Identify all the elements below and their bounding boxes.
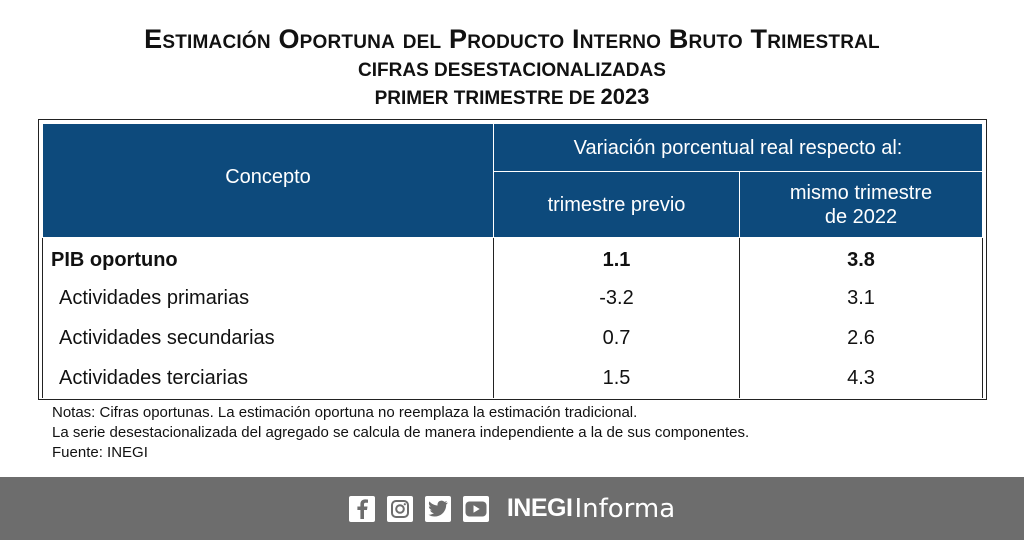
- brand-light: Informa: [574, 493, 676, 524]
- note-line: La serie desestacionalizada del agregado…: [52, 424, 750, 441]
- cell-previous-quarter: 0.7: [493, 317, 740, 358]
- row-label: Actividades terciarias: [42, 357, 494, 398]
- cell-same-quarter: 3.8: [739, 237, 983, 278]
- period-title: PRIMER TRIMESTRE DE 2023: [0, 84, 1024, 112]
- table-row: Actividades primarias -3.2 3.1: [42, 277, 983, 318]
- inegi-informa-logo: INEGI Informa: [507, 494, 675, 524]
- cell-previous-quarter: 1.1: [493, 237, 740, 278]
- row-label: Actividades primarias: [42, 277, 494, 318]
- title-block: Estimación Oportuna del Producto Interno…: [0, 22, 1024, 112]
- table-row: PIB oportuno 1.1 3.8: [42, 237, 983, 278]
- cell-same-quarter: 2.6: [739, 317, 983, 358]
- row-label: Actividades secundarias: [42, 317, 494, 358]
- header-same-quarter: mismo trimestre de 2022: [739, 171, 983, 238]
- facebook-icon[interactable]: [348, 495, 375, 522]
- note-line: Notas: Cifras oportunas. La estimación o…: [52, 404, 638, 421]
- header-variation-group: Variación porcentual real respecto al:: [493, 123, 983, 172]
- table-row: Actividades secundarias 0.7 2.6: [42, 317, 983, 358]
- period-year: 2023: [600, 84, 650, 109]
- footer-bar: INEGI Informa: [0, 477, 1024, 540]
- page-subtitle: CIFRAS DESESTACIONALIZADAS: [358, 60, 666, 81]
- header-same-quarter-line1: mismo trimestre: [789, 181, 933, 204]
- notes-block: Notas: Cifras oportunas. La estimación o…: [52, 403, 749, 463]
- brand-bold: INEGI: [506, 494, 573, 522]
- table-row: Actividades terciarias 1.5 4.3: [42, 357, 983, 398]
- cell-same-quarter: 4.3: [739, 357, 983, 398]
- header-concept: Concepto: [42, 123, 494, 238]
- cell-previous-quarter: 1.5: [493, 357, 740, 398]
- social-links: [348, 495, 489, 522]
- youtube-icon[interactable]: [462, 495, 489, 522]
- header-previous-quarter: trimestre previo: [493, 171, 740, 238]
- gdp-table: Concepto Variación porcentual real respe…: [42, 123, 983, 398]
- gdp-table-frame: Concepto Variación porcentual real respe…: [38, 119, 987, 400]
- header-same-quarter-line2: de 2022: [824, 205, 898, 228]
- instagram-icon[interactable]: [386, 495, 413, 522]
- period-text: PRIMER TRIMESTRE DE: [374, 88, 596, 109]
- source-line: Fuente: INEGI: [52, 444, 148, 461]
- cell-same-quarter: 3.1: [739, 277, 983, 318]
- page-title: Estimación Oportuna del Producto Interno…: [144, 24, 880, 54]
- twitter-icon[interactable]: [424, 495, 451, 522]
- cell-previous-quarter: -3.2: [493, 277, 740, 318]
- row-label: PIB oportuno: [42, 237, 494, 278]
